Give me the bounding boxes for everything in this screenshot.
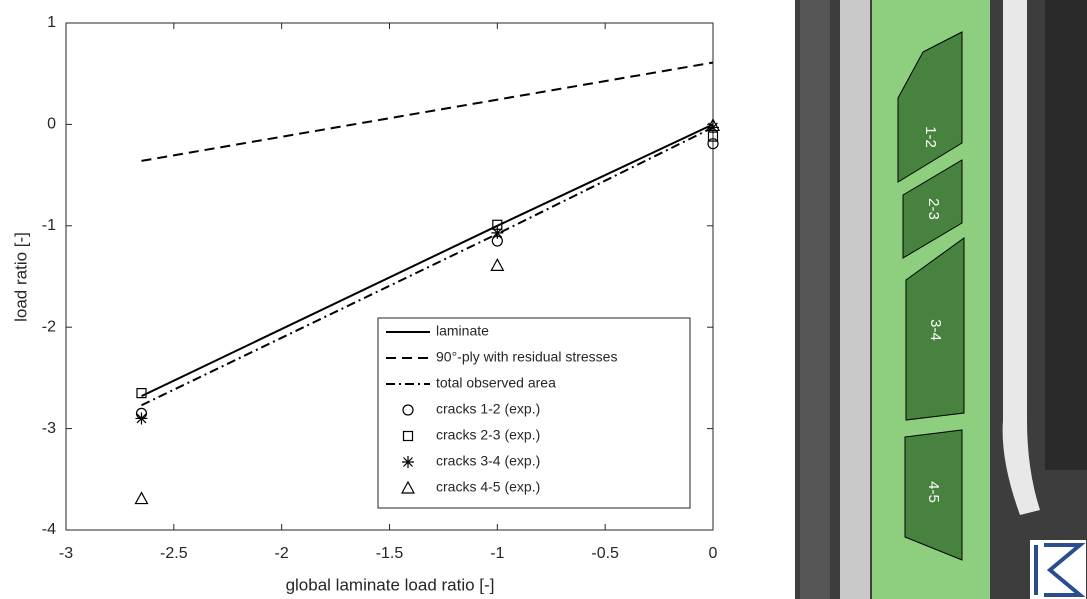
y-tick-label: -3	[42, 420, 56, 437]
crack-region	[905, 237, 965, 421]
marker	[705, 118, 721, 132]
legend-marker	[402, 404, 414, 416]
legend-label: laminate	[436, 323, 489, 339]
legend-label: cracks 1-2 (exp.)	[436, 401, 540, 417]
legend-label: cracks 4-5 (exp.)	[436, 479, 540, 495]
legend-box	[377, 317, 691, 509]
photo-texture	[800, 0, 830, 599]
series-line	[141, 61, 714, 162]
legend: laminate 90°-ply with residual stresses to…	[377, 317, 691, 509]
x-tick-label: -2	[275, 545, 289, 562]
x-tick-label: -0.5	[591, 545, 619, 562]
logo-mark	[1034, 543, 1086, 597]
marker	[134, 491, 149, 505]
y-tick-label: -2	[42, 318, 56, 335]
marker	[135, 412, 148, 425]
x-tick-label: -2.5	[160, 545, 188, 562]
photo: 1-2 2-3 3-4 4-5	[795, 0, 1087, 599]
y-tick-label: 0	[47, 116, 56, 133]
x-axis-label: global laminate load ratio [-]	[286, 575, 495, 594]
region-label: 2-3	[925, 198, 942, 220]
marker	[707, 121, 719, 134]
region-label: 4-5	[925, 481, 942, 503]
x-tick-label: -3	[59, 545, 73, 562]
series-line	[141, 123, 714, 398]
legend-label: 90°-ply with residual stresses	[436, 349, 617, 365]
legend-label: cracks 3-4 (exp.)	[436, 453, 540, 469]
legend-label: cracks 2-3 (exp.)	[436, 427, 540, 443]
photo-rod	[840, 0, 870, 599]
x-tick-label: -1	[490, 545, 504, 562]
photo-texture	[1045, 0, 1087, 470]
marker	[491, 226, 504, 239]
region-label: 1-2	[922, 126, 939, 148]
y-axis-label: load ratio [-]	[11, 232, 30, 322]
crack-region	[902, 159, 963, 259]
marker	[136, 388, 147, 399]
y-tick-label: -4	[42, 521, 56, 538]
marker	[490, 258, 505, 271]
photo-tube	[1002, 0, 1040, 515]
y-tick-label: -1	[42, 217, 56, 234]
x-tick-label: -1.5	[376, 545, 404, 562]
crack-region	[897, 31, 963, 183]
y-tick-label: 1	[47, 14, 56, 31]
legend-marker	[402, 430, 414, 442]
legend-label: total observed area	[436, 375, 556, 391]
legend-marker	[400, 480, 416, 494]
chart: global laminate load ratio [-] load rati…	[11, 14, 721, 594]
marker	[707, 138, 719, 150]
x-tick-label: 0	[709, 545, 718, 562]
crack-region	[904, 429, 963, 561]
region-label: 3-4	[927, 319, 944, 341]
legend-marker	[402, 456, 414, 468]
